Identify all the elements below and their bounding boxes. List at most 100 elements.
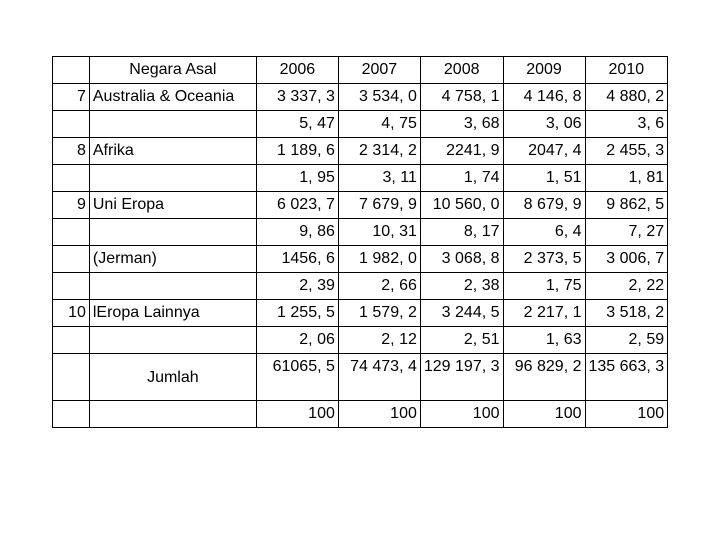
header-2008: 2008 <box>420 57 503 84</box>
header-row: Negara Asal 2006 2007 2008 2009 2010 <box>52 57 667 84</box>
cell: 1, 95 <box>256 165 338 192</box>
row-name <box>89 165 256 192</box>
total-name <box>89 401 256 428</box>
cell: 2, 06 <box>256 327 338 354</box>
cell: 4, 75 <box>338 111 420 138</box>
cell: 2 455, 3 <box>585 138 668 165</box>
row-idx <box>52 246 89 273</box>
cell: 7, 27 <box>585 219 668 246</box>
cell: 96 829, 2 <box>503 354 585 401</box>
cell: 61065, 5 <box>256 354 338 401</box>
cell: 3 337, 3 <box>256 84 338 111</box>
cell: 5, 47 <box>256 111 338 138</box>
row-idx <box>52 111 89 138</box>
cell: 2, 22 <box>585 273 668 300</box>
table-row: 2, 39 2, 66 2, 38 1, 75 2, 22 <box>52 273 667 300</box>
cell: 2, 66 <box>338 273 420 300</box>
total-idx <box>52 401 89 428</box>
table-row: 9 Uni Eropa 6 023, 7 7 679, 9 10 560, 0 … <box>52 192 667 219</box>
cell: 7 679, 9 <box>338 192 420 219</box>
cell: 1 189, 6 <box>256 138 338 165</box>
cell: 100 <box>338 401 420 428</box>
cell: 1 982, 0 <box>338 246 420 273</box>
cell: 135 663, 3 <box>585 354 668 401</box>
cell: 1, 81 <box>585 165 668 192</box>
cell: 2, 12 <box>338 327 420 354</box>
table-row: 5, 47 4, 75 3, 68 3, 06 3, 6 <box>52 111 667 138</box>
table-row: 2, 06 2, 12 2, 51 1, 63 2, 59 <box>52 327 667 354</box>
cell: 3 068, 8 <box>420 246 503 273</box>
row-idx <box>52 327 89 354</box>
total-name: Jumlah <box>89 354 256 401</box>
total-row: Jumlah 61065, 5 74 473, 4 129 197, 3 96 … <box>52 354 667 401</box>
cell: 3 244, 5 <box>420 300 503 327</box>
row-idx <box>52 273 89 300</box>
row-name <box>89 327 256 354</box>
header-name: Negara Asal <box>89 57 256 84</box>
header-2009: 2009 <box>503 57 585 84</box>
cell: 100 <box>503 401 585 428</box>
row-name: (Jerman) <box>89 246 256 273</box>
row-name <box>89 219 256 246</box>
cell: 100 <box>420 401 503 428</box>
cell: 3, 6 <box>585 111 668 138</box>
table-row: 1, 95 3, 11 1, 74 1, 51 1, 81 <box>52 165 667 192</box>
table-row: 9, 86 10, 31 8, 17 6, 4 7, 27 <box>52 219 667 246</box>
cell: 3, 68 <box>420 111 503 138</box>
row-idx: 10 <box>52 300 89 327</box>
cell: 6, 4 <box>503 219 585 246</box>
table-row: 7 Australia & Oceania 3 337, 3 3 534, 0 … <box>52 84 667 111</box>
cell: 2, 38 <box>420 273 503 300</box>
cell: 1, 74 <box>420 165 503 192</box>
total-row: 100 100 100 100 100 <box>52 401 667 428</box>
cell: 2, 39 <box>256 273 338 300</box>
row-name: Afrika <box>89 138 256 165</box>
cell: 1456, 6 <box>256 246 338 273</box>
row-name <box>89 111 256 138</box>
header-blank <box>52 57 89 84</box>
data-table: Negara Asal 2006 2007 2008 2009 2010 7 A… <box>52 56 668 428</box>
cell: 3 518, 2 <box>585 300 668 327</box>
row-idx <box>52 219 89 246</box>
cell: 3, 11 <box>338 165 420 192</box>
row-idx: 9 <box>52 192 89 219</box>
cell: 2, 59 <box>585 327 668 354</box>
cell: 1 579, 2 <box>338 300 420 327</box>
row-name: lEropa Lainnya <box>89 300 256 327</box>
cell: 2 314, 2 <box>338 138 420 165</box>
cell: 1, 63 <box>503 327 585 354</box>
cell: 2, 51 <box>420 327 503 354</box>
cell: 3 534, 0 <box>338 84 420 111</box>
cell: 74 473, 4 <box>338 354 420 401</box>
header-2007: 2007 <box>338 57 420 84</box>
cell: 6 023, 7 <box>256 192 338 219</box>
cell: 4 146, 8 <box>503 84 585 111</box>
cell: 1 255, 5 <box>256 300 338 327</box>
cell: 9 862, 5 <box>585 192 668 219</box>
cell: 9, 86 <box>256 219 338 246</box>
cell: 100 <box>585 401 668 428</box>
row-name: Uni Eropa <box>89 192 256 219</box>
row-name <box>89 273 256 300</box>
cell: 8, 17 <box>420 219 503 246</box>
header-2006: 2006 <box>256 57 338 84</box>
cell: 8 679, 9 <box>503 192 585 219</box>
cell: 3 006, 7 <box>585 246 668 273</box>
row-idx: 8 <box>52 138 89 165</box>
cell: 2 373, 5 <box>503 246 585 273</box>
cell: 2047, 4 <box>503 138 585 165</box>
row-name: Australia & Oceania <box>89 84 256 111</box>
cell: 4 758, 1 <box>420 84 503 111</box>
total-idx <box>52 354 89 401</box>
table-row: (Jerman) 1456, 6 1 982, 0 3 068, 8 2 373… <box>52 246 667 273</box>
cell: 10, 31 <box>338 219 420 246</box>
table-row: 8 Afrika 1 189, 6 2 314, 2 2241, 9 2047,… <box>52 138 667 165</box>
cell: 1, 75 <box>503 273 585 300</box>
table-row: 10 lEropa Lainnya 1 255, 5 1 579, 2 3 24… <box>52 300 667 327</box>
cell: 100 <box>256 401 338 428</box>
row-idx: 7 <box>52 84 89 111</box>
cell: 2241, 9 <box>420 138 503 165</box>
cell: 4 880, 2 <box>585 84 668 111</box>
cell: 10 560, 0 <box>420 192 503 219</box>
row-idx <box>52 165 89 192</box>
